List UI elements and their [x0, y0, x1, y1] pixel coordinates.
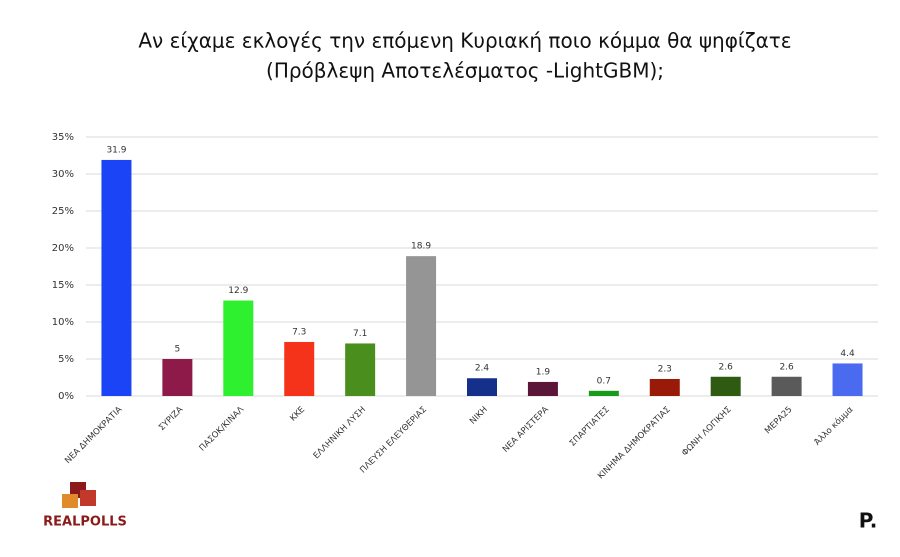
logo-cube: [62, 494, 78, 508]
y-tick-label: 0%: [58, 391, 74, 402]
logo: REALPOLLS: [43, 482, 127, 530]
chart-subtitle: (Πρόβλεψη Αποτελέσματος -LightGBM);: [266, 59, 664, 83]
data-label: 18.9: [411, 242, 431, 252]
bar: [649, 378, 680, 396]
bar: [345, 343, 376, 396]
bar: [710, 376, 741, 396]
data-label: 2.6: [779, 362, 794, 372]
data-label: 5: [175, 345, 181, 355]
y-tick-label: 35%: [52, 132, 74, 143]
data-label: 2.6: [719, 362, 734, 372]
bar: [223, 300, 254, 396]
bar: [771, 376, 802, 396]
bar: [588, 390, 619, 396]
bar: [101, 159, 132, 396]
bar: [162, 359, 193, 396]
data-label: 4.4: [840, 349, 855, 359]
y-tick-label: 10%: [52, 317, 74, 328]
data-label: 7.1: [353, 329, 367, 339]
publisher-mark: P.: [859, 509, 878, 533]
data-label: 31.9: [106, 145, 126, 155]
bar: [832, 363, 863, 396]
y-tick-label: 20%: [52, 243, 74, 254]
logo-cube: [80, 490, 96, 506]
bar: [467, 378, 497, 396]
y-tick-label: 5%: [58, 354, 74, 365]
bar: [284, 341, 315, 396]
data-label: 2.4: [475, 364, 490, 374]
data-label: 12.9: [228, 286, 248, 296]
y-tick-label: 30%: [52, 169, 74, 180]
data-label: 2.3: [658, 364, 672, 374]
bar: [406, 256, 437, 396]
y-tick-label: 15%: [52, 280, 74, 291]
chart-title: Αν είχαμε εκλογές την επόμενη Κυριακή πο…: [138, 29, 791, 53]
data-label: 1.9: [536, 367, 551, 377]
data-label: 0.7: [597, 376, 611, 386]
logo-text: REALPOLLS: [43, 515, 127, 530]
y-tick-label: 25%: [52, 206, 74, 217]
data-label: 7.3: [292, 327, 306, 337]
bar: [527, 381, 558, 396]
